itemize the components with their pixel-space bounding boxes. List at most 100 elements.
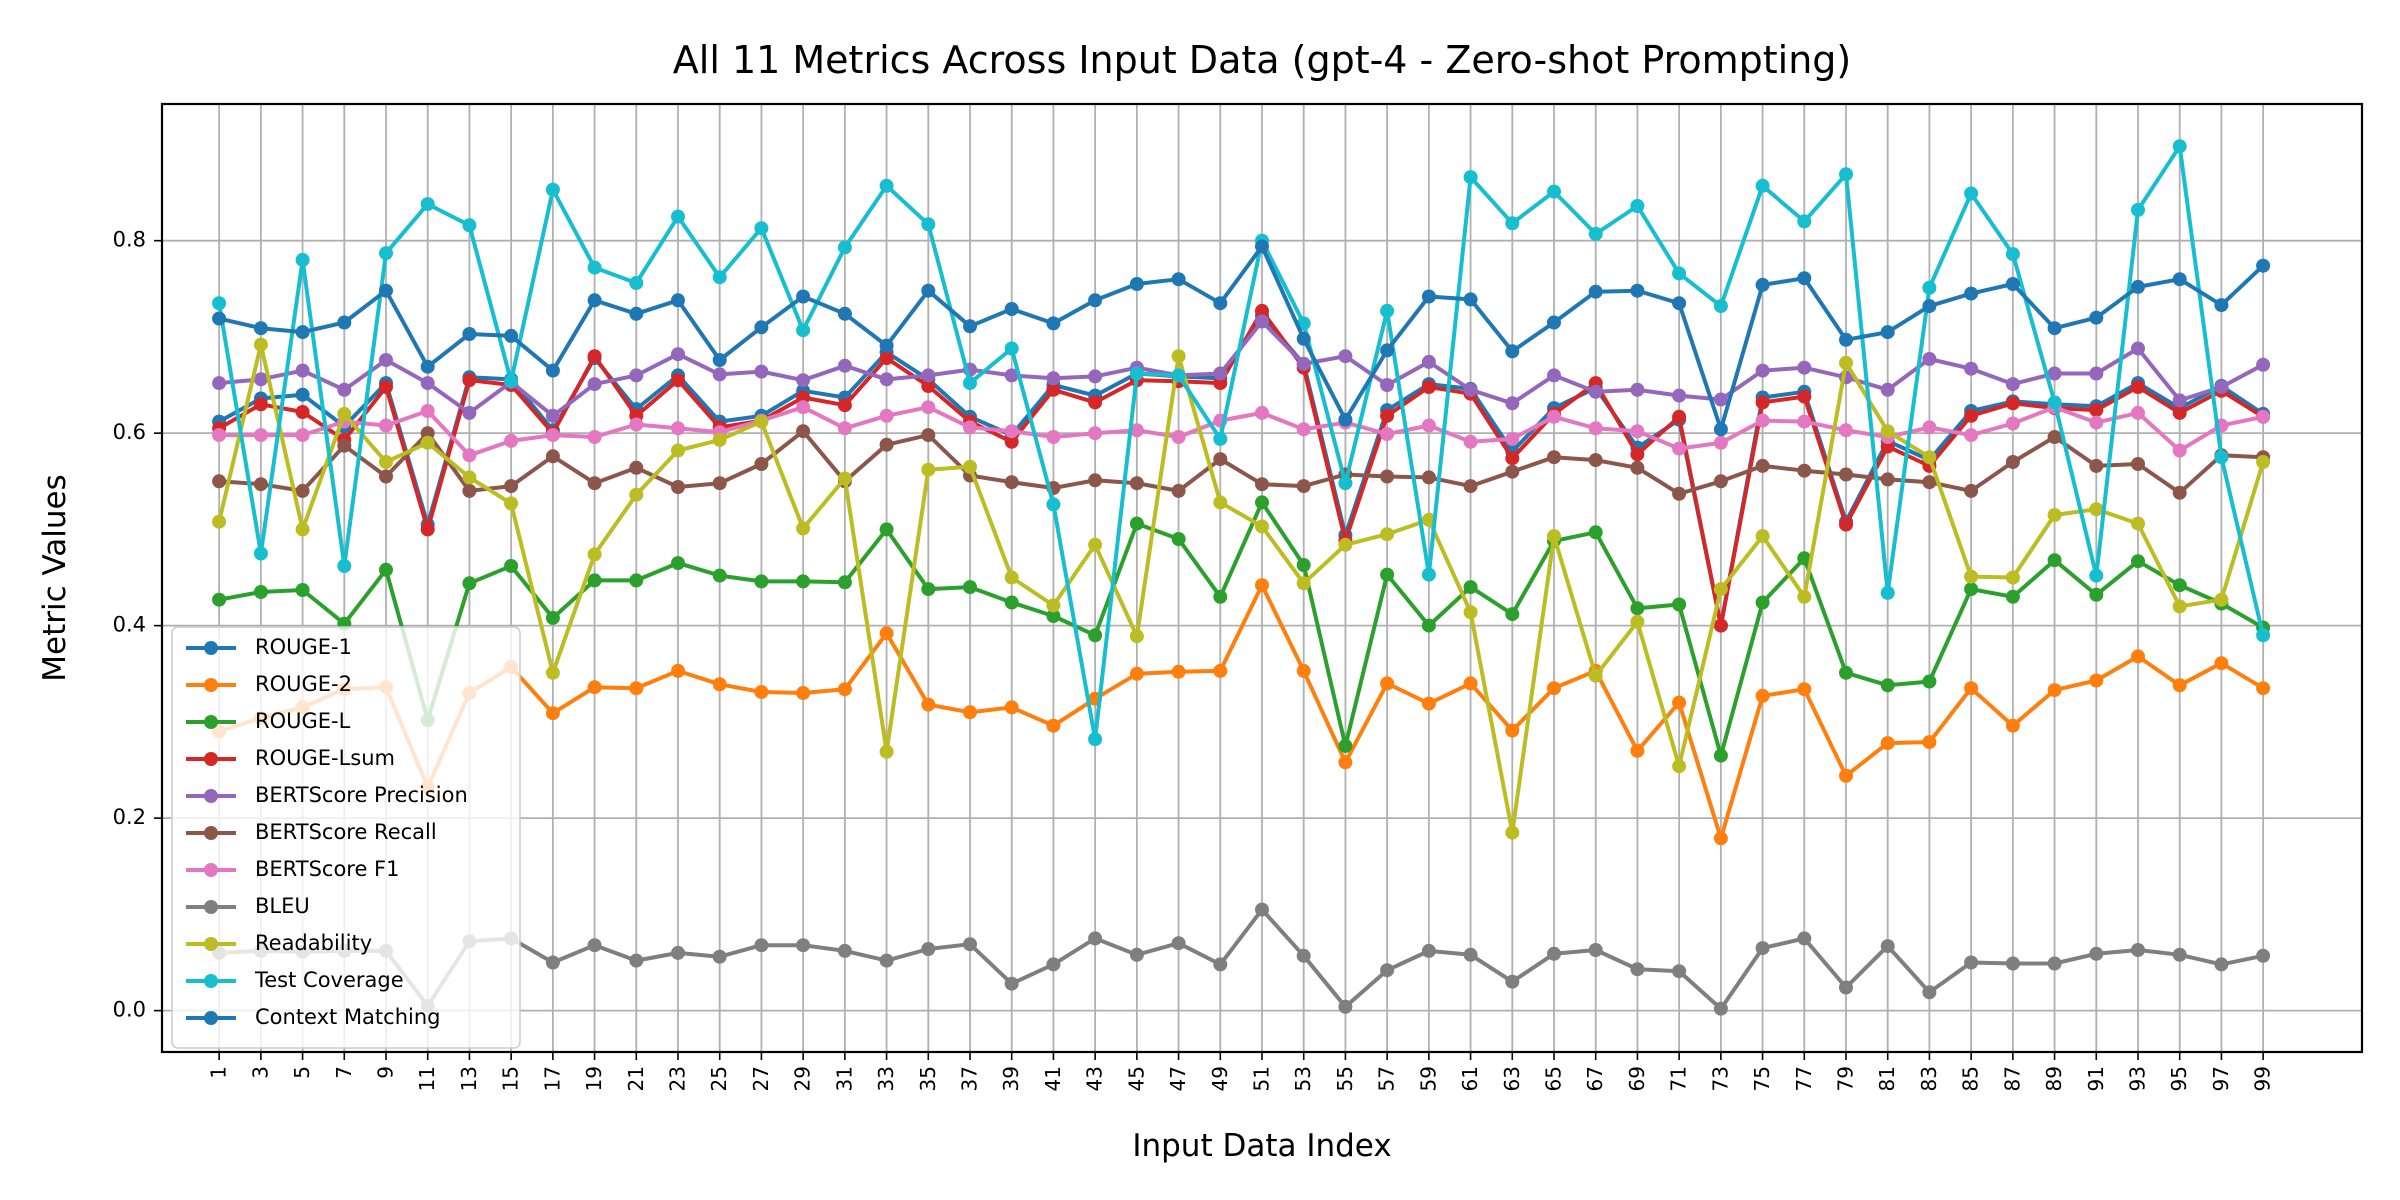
legend-swatch-marker (204, 789, 218, 803)
x-tick-label: 35 (916, 1066, 940, 1091)
data-point (2089, 587, 2104, 602)
data-point (629, 417, 644, 432)
x-tick-label: 95 (2167, 1066, 2191, 1091)
data-point (1672, 695, 1687, 710)
data-point (1338, 755, 1353, 770)
data-point (671, 556, 685, 571)
series-8 (212, 337, 2271, 840)
data-point (1463, 605, 1478, 620)
data-point (253, 337, 268, 352)
x-tick-label: 15 (499, 1066, 523, 1091)
data-point (1672, 409, 1687, 424)
y-tick-label: 0.2 (113, 805, 146, 829)
data-point (1088, 931, 1103, 946)
x-tick-label: 29 (791, 1066, 815, 1091)
data-point (253, 321, 268, 336)
data-point (837, 421, 852, 436)
data-point (1255, 303, 1269, 318)
data-point (754, 221, 769, 236)
x-tick-label: 45 (1124, 1066, 1148, 1091)
data-point (2131, 202, 2145, 217)
data-point (379, 562, 393, 577)
series-line (217, 244, 2266, 432)
data-point (1547, 946, 1561, 961)
data-point (1547, 368, 1561, 383)
data-point (1505, 396, 1520, 411)
data-point (1463, 676, 1478, 691)
data-point (1088, 395, 1103, 410)
x-tick-label: 91 (2084, 1066, 2108, 1091)
data-point (1088, 628, 1103, 643)
data-point (837, 471, 852, 486)
x-tick-label: 25 (707, 1066, 731, 1091)
data-point (1338, 476, 1353, 491)
data-point (1380, 567, 1395, 582)
data-point (712, 476, 727, 491)
data-point (1213, 663, 1228, 678)
data-point (1713, 582, 1728, 597)
series-4 (212, 314, 2271, 423)
data-point (671, 443, 685, 458)
legend-item: ROUGE-2 (186, 672, 352, 696)
data-point (1755, 595, 1770, 610)
data-point (1922, 450, 1937, 465)
data-point (1797, 551, 1812, 566)
data-point (2172, 393, 2187, 408)
data-point (1004, 434, 1019, 449)
data-point (629, 306, 644, 321)
data-point (796, 574, 811, 589)
data-point (1797, 214, 1812, 229)
data-point (1672, 296, 1687, 311)
data-point (1046, 316, 1061, 331)
data-point (754, 685, 769, 699)
legend-label: BLEU (255, 894, 310, 918)
data-point (1630, 614, 1645, 629)
x-tick-label: 93 (2125, 1066, 2149, 1091)
data-point (879, 351, 894, 366)
data-point (337, 315, 352, 330)
data-point (462, 405, 477, 420)
data-point (712, 432, 727, 447)
data-point (671, 480, 685, 494)
data-point (1088, 732, 1103, 747)
x-tick-label: 63 (1500, 1066, 1524, 1091)
x-tick-label: 57 (1375, 1066, 1399, 1091)
data-point (1171, 664, 1186, 679)
data-point (545, 449, 560, 464)
data-point (1880, 736, 1895, 751)
data-point (921, 400, 936, 415)
data-point (1004, 302, 1019, 316)
data-point (2005, 570, 2020, 585)
data-point (295, 363, 310, 378)
data-point (1713, 299, 1728, 314)
data-point (1755, 413, 1770, 428)
data-point (2089, 673, 2104, 688)
data-point (545, 428, 560, 443)
x-tick-label: 1 (207, 1066, 231, 1079)
data-point (1880, 472, 1895, 487)
x-tick-label: 77 (1792, 1066, 1816, 1091)
data-point (1547, 315, 1561, 330)
x-tick-label: 67 (1583, 1066, 1607, 1091)
data-point (2256, 357, 2271, 372)
data-point (1797, 389, 1812, 404)
data-point (2089, 403, 2104, 418)
data-point (1255, 578, 1269, 593)
data-point (712, 677, 727, 692)
series-line (217, 907, 2266, 1011)
data-point (1839, 665, 1853, 680)
data-point (1755, 178, 1770, 193)
data-point (796, 289, 811, 304)
series-10 (212, 239, 2271, 437)
data-point (1171, 349, 1186, 364)
data-point (837, 575, 852, 590)
data-point (1421, 418, 1436, 433)
data-point (796, 938, 811, 953)
data-point (212, 428, 227, 443)
y-tick-label: 0.6 (113, 420, 146, 444)
data-point (1338, 999, 1353, 1014)
data-point (1255, 314, 1269, 329)
data-point (420, 359, 435, 374)
data-point (545, 665, 560, 680)
data-point (462, 373, 477, 388)
